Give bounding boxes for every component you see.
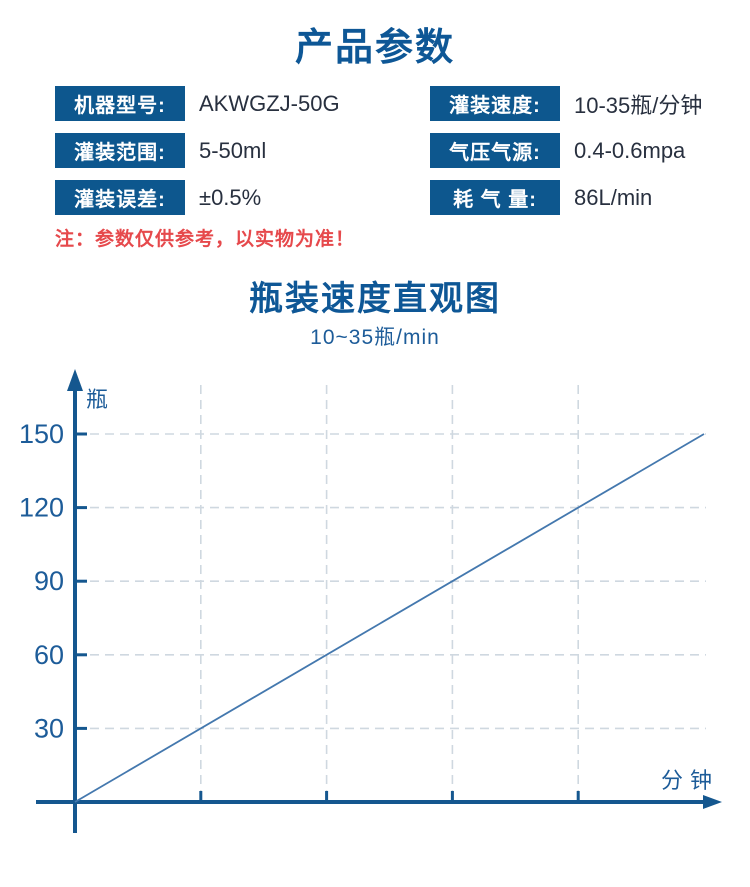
chart-title: 瓶装速度直观图 bbox=[249, 280, 501, 318]
spec-label: 气压气源: bbox=[430, 133, 560, 168]
spec-item: 灌装速度: 10-35瓶/分钟 bbox=[430, 86, 702, 121]
y-tick-label: 60 bbox=[34, 640, 64, 670]
y-axis-label: 瓶 bbox=[86, 387, 108, 412]
chart-svg: 150 120 90 60 30 瓶分钟 bbox=[19, 369, 722, 833]
x-axis-label: 分钟 bbox=[661, 768, 719, 793]
spec-item: 灌装误差: ±0.5% bbox=[55, 180, 261, 215]
y-tick-label: 120 bbox=[19, 493, 64, 523]
spec-value: 0.4-0.6mpa bbox=[574, 137, 686, 163]
spec-item: 灌装范围: 5-50ml bbox=[55, 133, 266, 168]
spec-value: AKWGZJ-50G bbox=[199, 90, 340, 116]
y-tick-label: 30 bbox=[34, 713, 64, 743]
page-title: 产品参数 bbox=[294, 27, 455, 69]
spec-value: 5-50ml bbox=[199, 137, 267, 163]
reference-note: 注：参数仅供参考，以实物为准！ bbox=[55, 229, 356, 250]
y-tick-label: 90 bbox=[34, 566, 64, 596]
y-tick-label: 150 bbox=[19, 419, 64, 449]
spec-label: 耗 气 量: bbox=[430, 180, 560, 215]
spec-item: 机器型号: AKWGZJ-50G bbox=[55, 86, 340, 121]
spec-value: 86L/min bbox=[574, 184, 653, 210]
y-axis-arrow-icon bbox=[67, 369, 83, 391]
spec-item: 气压气源: 0.4-0.6mpa bbox=[430, 133, 685, 168]
speed-line-chart: 150 120 90 60 30 瓶分钟 bbox=[0, 355, 750, 887]
spec-label: 灌装范围: bbox=[55, 133, 185, 168]
spec-label: 灌装速度: bbox=[430, 86, 560, 121]
spec-value: ±0.5% bbox=[199, 184, 262, 210]
speed-data-line bbox=[74, 433, 705, 803]
x-axis-arrow-icon bbox=[703, 795, 722, 809]
spec-label: 机器型号: bbox=[55, 86, 185, 121]
spec-label: 灌装误差: bbox=[55, 180, 185, 215]
chart-subtitle: 10~35瓶/min bbox=[310, 326, 440, 349]
spec-value: 10-35瓶/分钟 bbox=[574, 92, 703, 118]
spec-item: 耗 气 量: 86L/min bbox=[430, 180, 652, 215]
